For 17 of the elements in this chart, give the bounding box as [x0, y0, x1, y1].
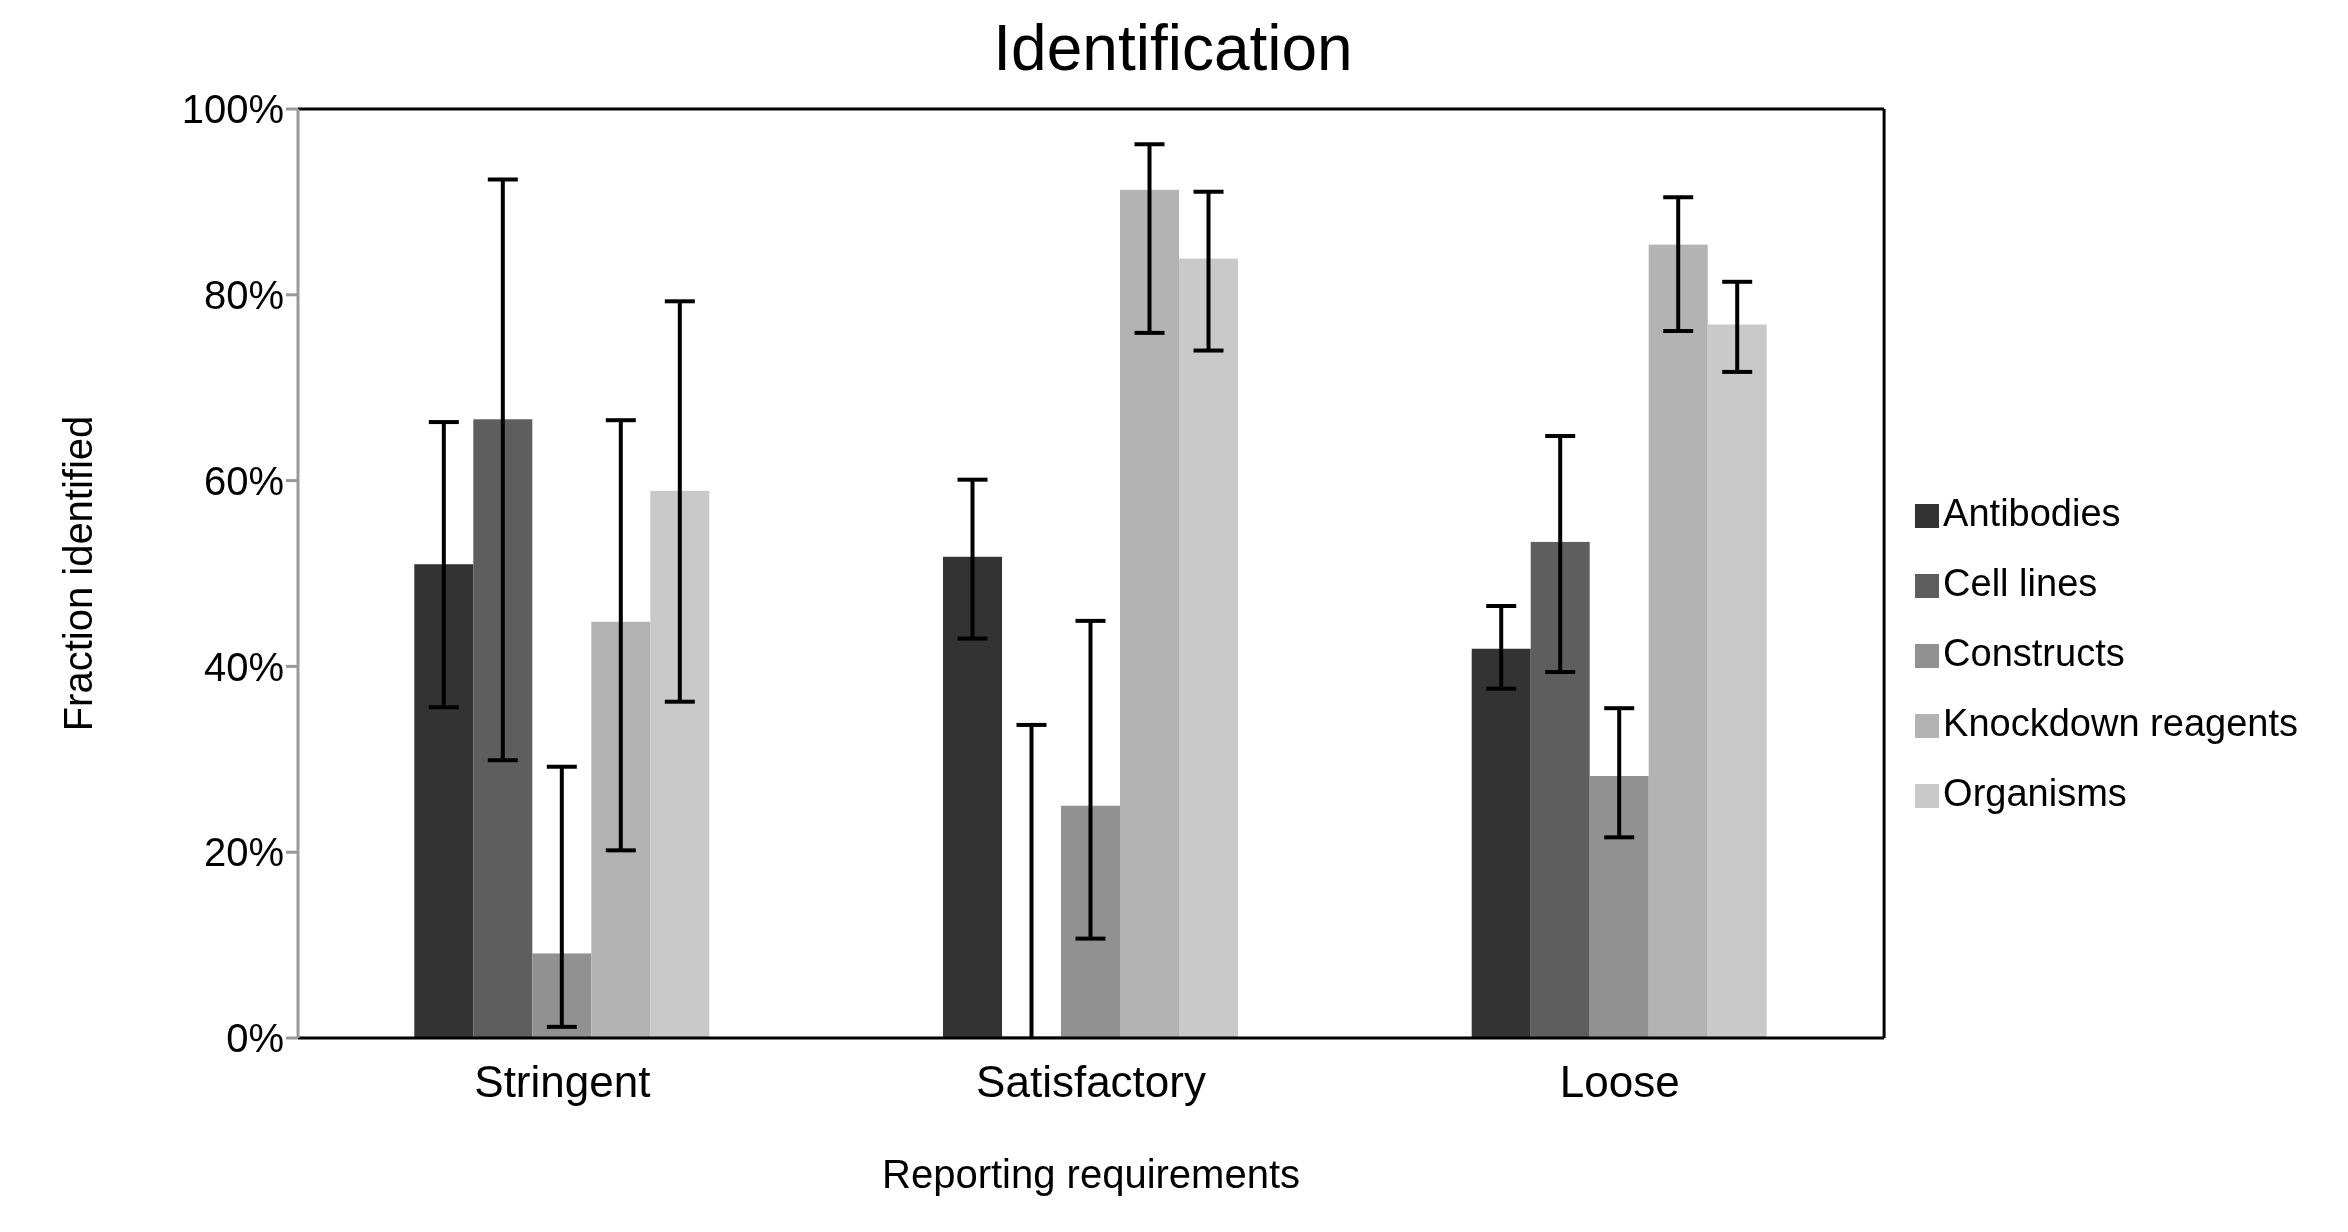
- x-tick-label: Satisfactory: [976, 1057, 1206, 1107]
- y-tick-label: 80%: [203, 273, 284, 317]
- x-tick-label: Stringent: [474, 1057, 651, 1107]
- y-axis-title: Fraction identified: [56, 415, 101, 732]
- legend-label: Antibodies: [1943, 492, 2121, 534]
- legend-label: Constructs: [1943, 632, 2125, 674]
- chart-title: Identification: [992, 11, 1354, 86]
- legend-label: Cell lines: [1943, 562, 2098, 604]
- legend-label: Knockdown reagents: [1943, 702, 2298, 744]
- y-tick-label: 100%: [181, 87, 284, 132]
- y-tick-label: 40%: [203, 644, 284, 689]
- x-tick-label: Loose: [1559, 1057, 1680, 1107]
- y-tick-label: 0%: [226, 1016, 284, 1061]
- x-axis-title: Reporting requirements: [882, 1152, 1301, 1196]
- legend-label: Organisms: [1943, 772, 2127, 814]
- y-tick-label: 20%: [203, 830, 284, 875]
- y-tick-label: 60%: [203, 458, 284, 503]
